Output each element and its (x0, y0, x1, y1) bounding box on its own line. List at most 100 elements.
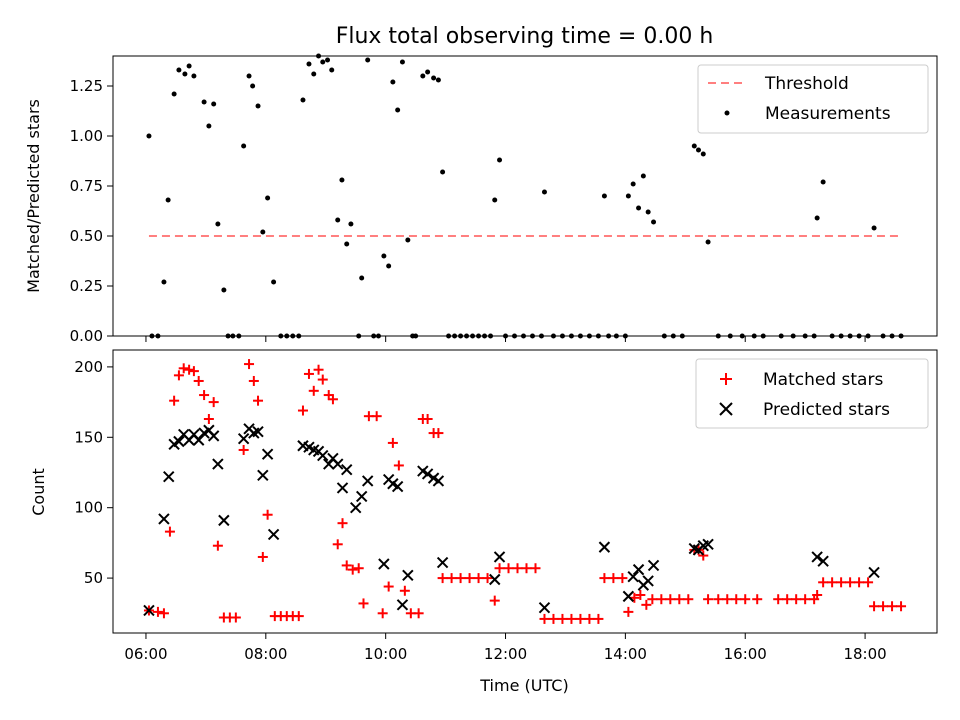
matched-star-point (244, 359, 255, 370)
measurement-point (255, 103, 261, 109)
measurement-point (306, 61, 312, 67)
matched-star-point (188, 366, 199, 377)
bottom-y-tick-label: 50 (84, 569, 103, 587)
measurement-point (613, 333, 619, 339)
measurement-point (201, 99, 207, 105)
measurement-point (359, 275, 365, 281)
matched-star-point (422, 413, 433, 424)
matched-star-point (203, 413, 214, 424)
matched-star-point (665, 594, 676, 605)
matched-star-point (623, 606, 634, 617)
measurement-point (670, 333, 676, 339)
matched-star-point (722, 594, 733, 605)
matched-star-point (584, 613, 595, 624)
measurement-point (568, 333, 574, 339)
matched-star-point (617, 573, 628, 584)
measurement-point (155, 333, 161, 339)
matched-star-point (593, 613, 604, 624)
measurement-point (431, 75, 437, 81)
measurement-point (316, 53, 322, 59)
matched-star-point (358, 598, 369, 609)
measurement-point (344, 241, 350, 247)
predicted-star-point (332, 458, 344, 470)
measurement-point (405, 237, 411, 243)
bottom-y-tick-label: 150 (74, 428, 103, 446)
top-legend: Threshold Measurements (697, 64, 929, 134)
measurement-point (476, 333, 482, 339)
matched-star-point (455, 573, 466, 584)
predicted-star-point (207, 430, 220, 442)
measurement-point (790, 333, 796, 339)
matched-star-point (208, 397, 219, 408)
measurement-point (420, 73, 426, 79)
measurement-point (691, 143, 697, 149)
measurement-point (898, 333, 904, 339)
measurement-point (606, 333, 612, 339)
matched-star-point (341, 560, 352, 571)
bottom-x-tick-label: 16:00 (724, 645, 767, 663)
measurement-point (452, 333, 458, 339)
matched-star-point (178, 363, 189, 374)
matched-star-point (713, 594, 724, 605)
measurement-point (601, 193, 607, 199)
bottom-y-tick-label: 100 (74, 499, 103, 517)
measurement-point (630, 181, 636, 187)
bottom-x-tick-label: 06:00 (124, 645, 167, 663)
measurement-point (640, 173, 646, 179)
top-panel: Matched/Predicted stars 0.00 0.25 0.50 0.75… (24, 53, 938, 345)
predicted-star-point (267, 528, 280, 541)
measurement-point (165, 197, 171, 203)
measurement-point (186, 63, 192, 69)
top-y-tick-label: 1.00 (70, 127, 103, 145)
matched-star-point (641, 599, 652, 610)
measurement-point (371, 333, 377, 339)
top-x-ticks (145, 336, 866, 342)
measurement-point (329, 67, 335, 73)
matched-star-point (317, 374, 328, 385)
matched-star-point (393, 460, 404, 471)
matched-star-point (656, 594, 667, 605)
measurement-point (278, 333, 284, 339)
measurement-point (182, 71, 188, 77)
matched-star-point (387, 437, 398, 448)
matched-star-point (489, 595, 500, 606)
measurement-point (751, 333, 757, 339)
measurement-point (464, 333, 470, 339)
measurement-point (595, 333, 601, 339)
predicted-star-point (647, 559, 660, 572)
matched-star-point (647, 594, 658, 605)
matched-star-point (433, 428, 444, 439)
measurement-point (645, 209, 651, 215)
predicted-star-point (355, 490, 368, 503)
measurement-point (521, 333, 527, 339)
measurement-point (435, 77, 441, 83)
matched-star-point (800, 594, 811, 605)
matched-star-point (371, 411, 382, 422)
matched-star-point (521, 563, 532, 574)
measurement-point (161, 279, 167, 285)
measurement-point (636, 205, 642, 211)
matched-star-point (262, 509, 273, 520)
matched-star-point (327, 394, 338, 405)
matched-star-point (566, 613, 577, 624)
matched-star-point (854, 577, 865, 588)
bottom-legend: Matched stars Predicted stars (695, 358, 929, 429)
measurement-point (221, 287, 227, 293)
matched-star-point (752, 594, 763, 605)
matched-star-point (548, 613, 559, 624)
measurement-point (820, 179, 826, 185)
matched-star-point (173, 370, 184, 381)
top-y-axis-label: Matched/Predicted stars (24, 99, 43, 293)
measurement-point (497, 157, 503, 163)
predicted-star-point (257, 469, 269, 482)
predicted-star-point (173, 435, 185, 448)
predicted-star-point (163, 471, 175, 483)
measurement-point (335, 217, 341, 223)
measurement-point (260, 229, 266, 235)
top-y-ticks: 0.00 0.25 0.50 0.75 1.00 1.25 (70, 77, 113, 345)
measurement-point (311, 71, 317, 77)
matched-star-point (399, 585, 410, 596)
bottom-legend-box (695, 358, 929, 429)
matched-star-point (332, 539, 343, 550)
